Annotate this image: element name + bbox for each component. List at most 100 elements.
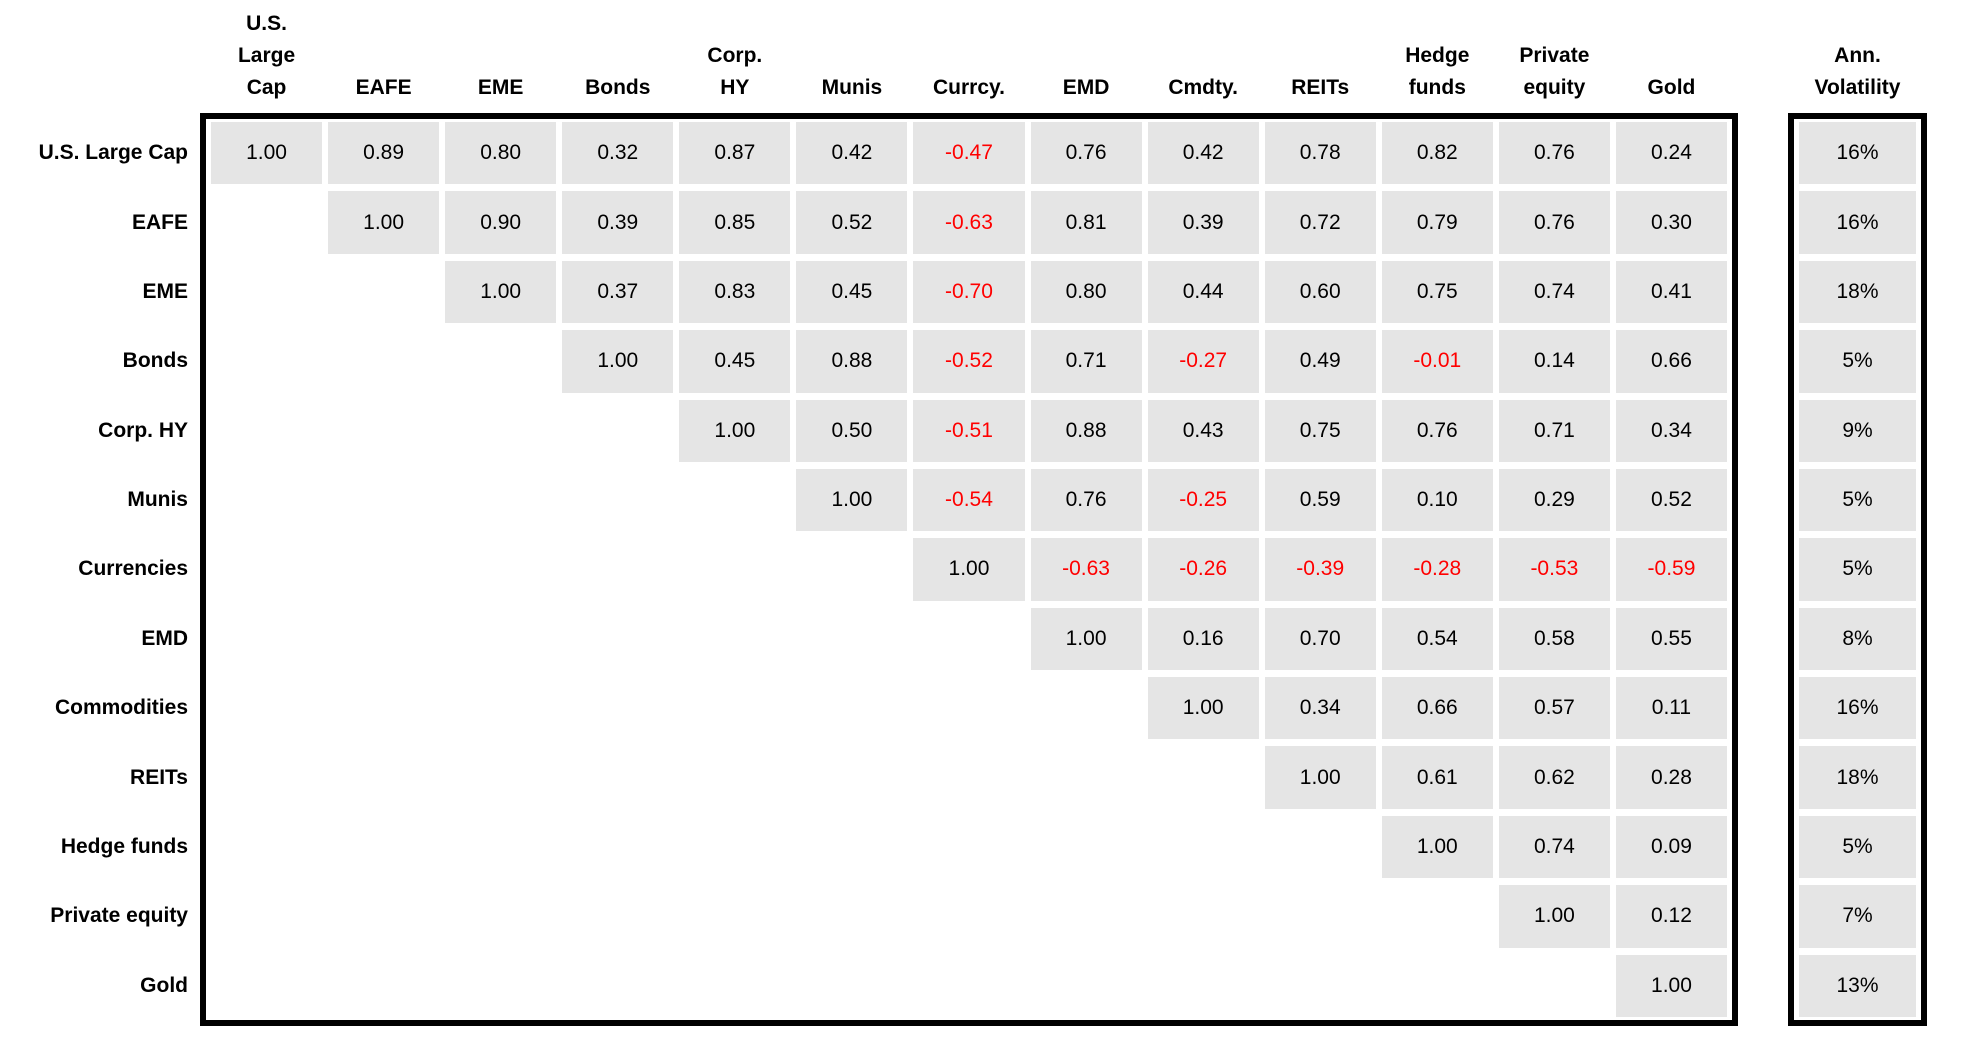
matrix-cell: 0.76	[1030, 122, 1142, 185]
matrix-empty-cell	[328, 261, 439, 323]
matrix-empty-cell	[796, 677, 907, 739]
matrix-cell: -0.59	[1615, 538, 1727, 601]
matrix-cell: 1.00	[445, 260, 557, 324]
matrix-empty-cell	[445, 608, 556, 670]
matrix-cell: 0.28	[1615, 746, 1727, 809]
row-label: Munis	[127, 488, 188, 512]
matrix-cell: 1.00	[211, 122, 323, 185]
row-label: U.S. Large Cap	[38, 141, 188, 165]
matrix-empty-cell	[445, 538, 556, 600]
matrix-empty-cell	[1382, 955, 1493, 1017]
matrix-empty-cell	[211, 400, 322, 462]
matrix-cell: 1.00	[1147, 677, 1259, 740]
matrix-empty-cell	[211, 330, 322, 392]
matrix-cell: 0.71	[1030, 330, 1142, 393]
matrix-cell: 0.75	[1381, 260, 1493, 324]
row-label: Commodities	[54, 696, 188, 720]
matrix-cell: 0.88	[1030, 399, 1142, 462]
matrix-cell: 0.76	[1498, 191, 1610, 254]
matrix-cell: 1.00	[328, 191, 440, 254]
matrix-cell: 1.00	[679, 399, 791, 462]
matrix-cell: 0.72	[1264, 191, 1376, 254]
matrix-empty-cell	[679, 538, 790, 600]
matrix-cell: 0.29	[1498, 468, 1610, 532]
matrix-cell: 0.43	[1147, 399, 1259, 462]
matrix-cell: 0.87	[679, 122, 791, 185]
row-label: EMD	[141, 626, 188, 650]
matrix-empty-cell	[562, 538, 673, 600]
matrix-empty-cell	[1031, 885, 1142, 947]
matrix-empty-cell	[328, 400, 439, 462]
matrix-empty-cell	[679, 608, 790, 670]
matrix-empty-cell	[796, 746, 907, 808]
matrix-cell: 0.42	[796, 122, 908, 185]
matrix-empty-cell	[562, 885, 673, 947]
column-header: Cmdty.	[1168, 76, 1238, 99]
matrix-empty-cell	[796, 538, 907, 600]
matrix-empty-cell	[679, 746, 790, 808]
matrix-empty-cell	[562, 816, 673, 878]
matrix-empty-cell	[445, 816, 556, 878]
matrix-empty-cell	[328, 746, 439, 808]
column-header: Bonds	[585, 76, 651, 99]
matrix-cell: 0.49	[1264, 330, 1376, 393]
matrix-empty-cell	[1265, 955, 1376, 1017]
matrix-cell: 0.66	[1381, 677, 1493, 740]
row-label: Bonds	[122, 349, 188, 373]
matrix-empty-cell	[1265, 885, 1376, 947]
matrix-empty-cell	[679, 816, 790, 878]
matrix-empty-cell	[445, 677, 556, 739]
matrix-empty-cell	[211, 608, 322, 670]
matrix-cell: 0.34	[1615, 399, 1727, 462]
volatility-cell: 16%	[1799, 677, 1916, 740]
matrix-empty-cell	[328, 816, 439, 878]
matrix-cell: -0.28	[1381, 538, 1493, 601]
row-labels: U.S. Large Cap EAFE EME Bonds Corp. HY Munis C…	[0, 113, 188, 1026]
column-header: Munis	[821, 76, 883, 99]
matrix-cell: -0.63	[1030, 538, 1142, 601]
matrix-cell: 0.16	[1147, 607, 1259, 671]
matrix-box: 1.00 0.89 0.80 0.32 0.87 0.42 -0.47 0.76 0.42 0.7…	[200, 113, 1738, 1026]
matrix-cell: -0.54	[913, 468, 1025, 532]
matrix-cell: 0.10	[1381, 468, 1493, 532]
matrix-empty-cell	[796, 608, 907, 670]
column-headers: U.S. Large Cap EAFE EME Bonds Corp. HY Munis C…	[200, 0, 1738, 108]
volatility-grid: 16% 16% 18% 5% 9% 5% 5% 8% 16% 18% 5% 7% 13%	[1794, 119, 1921, 1020]
matrix-empty-cell	[796, 955, 907, 1017]
matrix-empty-cell	[913, 885, 1024, 947]
matrix-cell: 0.52	[796, 191, 908, 254]
volatility-cell: 5%	[1799, 330, 1916, 393]
matrix-cell: 0.82	[1381, 122, 1493, 185]
volatility-cell: 7%	[1799, 885, 1916, 948]
matrix-cell: 0.11	[1615, 677, 1727, 740]
volatility-cell: 8%	[1799, 607, 1916, 671]
matrix-empty-cell	[562, 400, 673, 462]
matrix-cell: 0.80	[445, 122, 557, 185]
matrix-cell: 0.79	[1381, 191, 1493, 254]
matrix-empty-cell	[913, 608, 1024, 670]
matrix-cell: 0.76	[1498, 122, 1610, 185]
matrix-cell: 0.44	[1147, 260, 1259, 324]
matrix-empty-cell	[1148, 746, 1259, 808]
column-header: REITs	[1291, 76, 1350, 99]
matrix-cell: 0.34	[1264, 677, 1376, 740]
matrix-cell: 1.00	[913, 538, 1025, 601]
column-header: Gold	[1647, 76, 1696, 99]
matrix-empty-cell	[1031, 955, 1142, 1017]
matrix-empty-cell	[328, 538, 439, 600]
column-header: Currcy.	[933, 76, 1005, 99]
matrix-empty-cell	[328, 469, 439, 531]
matrix-cell: 0.50	[796, 399, 908, 462]
matrix-empty-cell	[562, 608, 673, 670]
matrix-cell: -0.70	[913, 260, 1025, 324]
matrix-cell: 0.52	[1615, 468, 1727, 532]
matrix-empty-cell	[913, 746, 1024, 808]
matrix-empty-cell	[211, 538, 322, 600]
matrix-cell: -0.25	[1147, 468, 1259, 532]
row-label: REITs	[130, 765, 188, 789]
volatility-cell: 18%	[1799, 746, 1916, 809]
matrix-cell: -0.52	[913, 330, 1025, 393]
matrix-empty-cell	[1031, 746, 1142, 808]
matrix-cell: 1.00	[562, 330, 674, 393]
matrix-cell: 0.09	[1615, 815, 1727, 879]
